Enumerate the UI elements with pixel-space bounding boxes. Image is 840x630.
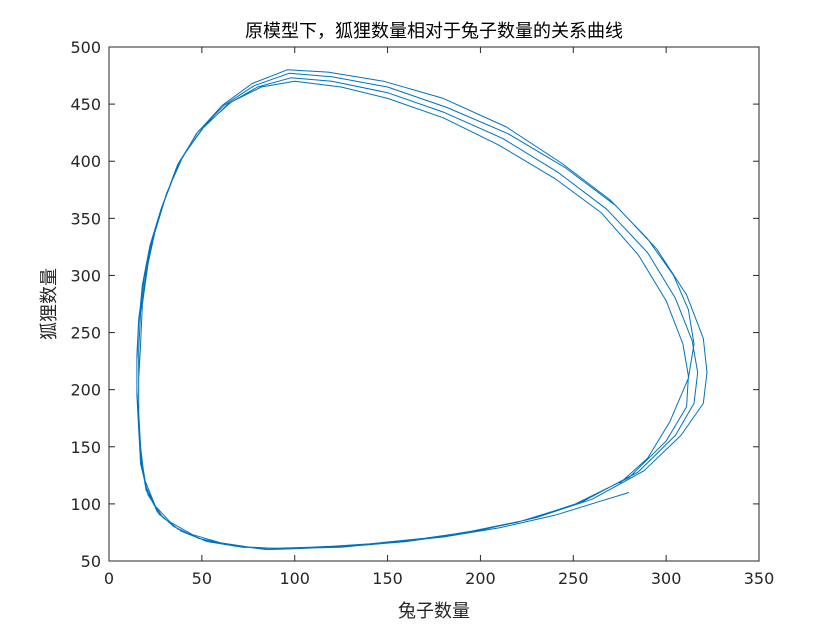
x-tick-label-300: 300 [651, 569, 682, 588]
plot-area [109, 47, 759, 561]
y-tick-label-200: 200 [70, 381, 101, 400]
y-axis-title: 狐狸数量 [39, 268, 60, 340]
y-tick-label-500: 500 [70, 38, 101, 57]
y-tick-label-50: 50 [81, 552, 101, 571]
axes-box [108, 46, 760, 562]
series-line-0 [136, 69, 708, 551]
x-tick-label-250: 250 [558, 569, 589, 588]
ticks-layer: 0 50 100 150 200 250 300 3505010015020025030035… [70, 38, 774, 588]
x-axis-title: 兔子数量 [398, 601, 470, 622]
y-tick-label-400: 400 [70, 152, 101, 171]
y-tick-label-450: 450 [70, 95, 101, 114]
y-tick-label-250: 250 [70, 324, 101, 343]
y-tick-label-100: 100 [70, 495, 101, 514]
x-tick-label-100: 100 [279, 569, 310, 588]
x-tick-label-200: 200 [465, 569, 496, 588]
x-tick-label-0: 0 [104, 569, 114, 588]
y-tick-label-300: 300 [70, 266, 101, 285]
x-tick-label-350: 350 [744, 569, 775, 588]
curve-layer [136, 69, 708, 551]
x-tick-label-150: 150 [372, 569, 403, 588]
y-tick-label-150: 150 [70, 438, 101, 457]
y-tick-label-350: 350 [70, 209, 101, 228]
axes-layer [108, 46, 760, 562]
x-tick-label-50: 50 [192, 569, 212, 588]
chart-title: 原模型下，狐狸数量相对于兔子数量的关系曲线 [245, 21, 623, 42]
